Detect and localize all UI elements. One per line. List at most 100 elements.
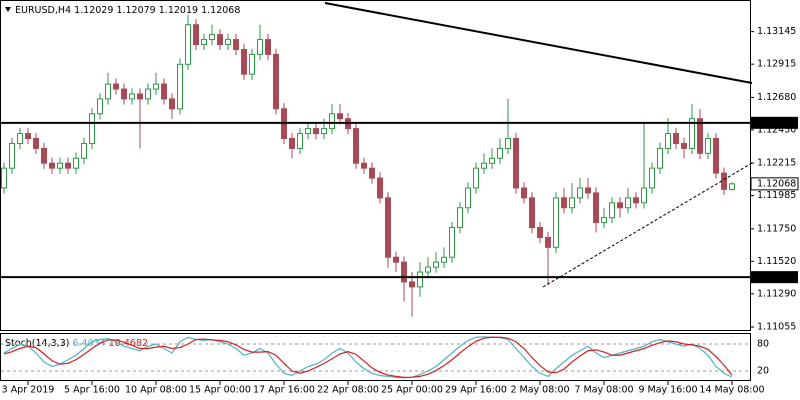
candle-body <box>537 227 543 238</box>
y-tick-label: 1.12450 <box>757 124 796 135</box>
candle-body <box>249 53 255 75</box>
candle-body <box>473 167 479 189</box>
candle-body <box>169 98 175 110</box>
candle-body <box>353 128 359 164</box>
y-tick-label: 1.12680 <box>757 92 796 103</box>
x-tick-label: 2 May 08:00 <box>510 385 569 396</box>
candle-body <box>433 261 439 268</box>
symbol: EURUSD,H4 <box>15 5 71 16</box>
main-panel <box>0 0 751 331</box>
candle-body <box>553 197 559 248</box>
candle-body <box>617 202 623 209</box>
x-tick-label: 14 May 08:00 <box>699 385 764 396</box>
x-tick-label: 29 Apr 16:00 <box>445 385 507 396</box>
candle-body <box>697 118 703 154</box>
indicator-panel <box>0 333 751 381</box>
candle-body <box>705 138 711 154</box>
candle-body <box>121 88 127 100</box>
candle-body <box>105 83 111 100</box>
candle-body <box>585 187 591 194</box>
candle-body <box>417 271 423 288</box>
candle-body <box>513 138 519 189</box>
candle-body <box>321 128 327 135</box>
candle-body <box>689 118 695 149</box>
candle-body <box>257 39 263 55</box>
candle-body <box>217 34 223 46</box>
candle-body <box>521 187 527 199</box>
candle-body <box>481 162 487 169</box>
candle-body <box>57 162 63 169</box>
candle-body <box>385 197 391 258</box>
y-tick-label: 1.12215 <box>757 158 796 169</box>
candle-body <box>129 93 135 100</box>
candle-body <box>329 113 335 130</box>
indicator-signal: 10.4682 <box>109 338 148 349</box>
candle-body <box>529 197 535 229</box>
y-tick-label: 1.11290 <box>757 288 796 299</box>
candle-body <box>305 128 311 135</box>
candle-body <box>489 157 495 164</box>
ohlc-close: 1.12068 <box>201 5 240 16</box>
candle-body <box>241 48 247 75</box>
candle-body <box>401 261 407 283</box>
ohlc-high: 1.12079 <box>116 5 155 16</box>
x-tick-label: 10 Apr 08:00 <box>125 385 187 396</box>
candle-body <box>569 197 575 209</box>
level-tag-label: 1.11408 <box>757 272 796 283</box>
candle-body <box>297 133 303 149</box>
x-tick-label: 5 Apr 16:00 <box>64 385 120 396</box>
level-tag <box>751 271 798 284</box>
indicator-main: 6.4034 <box>72 338 105 349</box>
y-tick-label: 1.11985 <box>757 190 796 201</box>
candle-body <box>177 63 183 110</box>
candle-body <box>665 133 671 149</box>
candle-body <box>721 172 727 190</box>
candle-body <box>497 147 503 159</box>
candle-body <box>209 34 215 41</box>
candle-body <box>265 39 271 55</box>
candle-body <box>609 202 615 219</box>
ohlc-low: 1.12019 <box>159 5 198 16</box>
trend-line <box>324 2 753 84</box>
trend-line-dashed <box>542 162 753 288</box>
candle-body <box>161 83 167 100</box>
candle-body <box>649 167 655 189</box>
candle-body <box>681 142 687 149</box>
candle-body <box>545 236 551 248</box>
x-tick-label: 17 Apr 16:00 <box>253 385 315 396</box>
candle-body <box>633 197 639 204</box>
candle-body <box>225 39 231 46</box>
candle-body <box>289 138 295 149</box>
menu-arrow <box>5 7 11 12</box>
ohlc-open: 1.12029 <box>74 5 113 16</box>
candle-body <box>441 256 447 263</box>
candle-body <box>641 187 647 204</box>
indicator-header: Stoch(14,3,3) 6.4034 10.4682 <box>5 338 148 349</box>
candle-body <box>193 24 199 46</box>
candle-body <box>505 138 511 149</box>
candle-body <box>9 142 15 169</box>
candle-body <box>673 133 679 144</box>
candle-body <box>17 133 23 144</box>
x-tick-label: 22 Apr 08:00 <box>317 385 379 396</box>
y-tick-label: 1.12915 <box>757 59 796 70</box>
candle-body <box>185 24 191 65</box>
indicator-line <box>3 336 733 379</box>
candle-body <box>457 207 463 229</box>
chart-header: EURUSD,H4 1.12029 1.12079 1.12019 1.1206… <box>15 5 240 16</box>
level-tag <box>751 116 798 129</box>
candle-body <box>137 93 143 100</box>
candle-body <box>361 162 367 169</box>
candle-body <box>425 266 431 273</box>
y-tick-label: 1.13145 <box>757 26 796 37</box>
x-tick-label: 7 May 08:00 <box>574 385 633 396</box>
candle-body <box>713 138 719 174</box>
candle-body <box>153 83 159 90</box>
candle-body <box>657 147 663 169</box>
price-tag-label: 1.12068 <box>757 178 796 189</box>
candle-body <box>593 192 599 224</box>
y-tick-label: 1.11750 <box>757 223 796 234</box>
candle-body <box>1 167 7 189</box>
indicator-name: Stoch(14,3,3) <box>5 338 69 349</box>
candle-body <box>73 157 79 169</box>
